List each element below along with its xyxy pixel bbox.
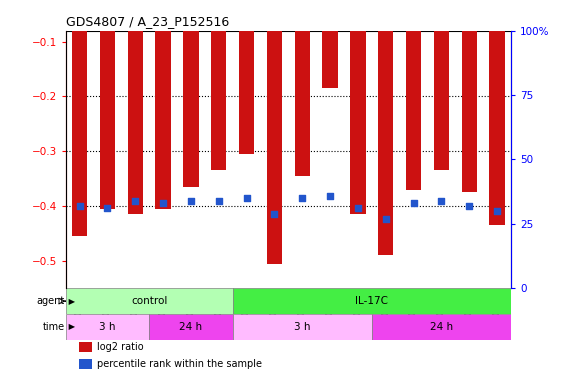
Bar (267, 0, 282, 263)
Bar (72, 0, 87, 236)
Bar (295, 0, 310, 176)
Bar (434, 0, 449, 170)
Point (131, 198, 140, 204)
Point (242, 195, 251, 201)
Text: IL-17C: IL-17C (355, 296, 388, 306)
Point (103, 205, 112, 212)
Bar (406, 0, 421, 190)
Text: 3 h: 3 h (294, 322, 311, 332)
Bar (372, 314, 511, 340)
Bar (149, 314, 233, 340)
Bar (323, 0, 338, 88)
Bar (233, 288, 511, 314)
Point (297, 195, 307, 201)
Bar (127, 0, 143, 214)
Bar (100, 0, 115, 209)
Text: log2 ratio: log2 ratio (97, 342, 143, 352)
Point (75, 203, 84, 209)
Text: GDS4807 / A_23_P152516: GDS4807 / A_23_P152516 (66, 15, 229, 28)
Point (437, 198, 446, 204)
Bar (66, 314, 149, 340)
Text: 3 h: 3 h (99, 322, 116, 332)
Bar (183, 0, 199, 187)
Point (159, 200, 168, 206)
Text: agent: agent (37, 296, 65, 306)
Point (381, 216, 391, 222)
Text: 24 h: 24 h (179, 322, 203, 332)
Bar (461, 0, 477, 192)
Bar (211, 0, 227, 170)
Text: 24 h: 24 h (430, 322, 453, 332)
Point (325, 192, 335, 199)
Point (186, 198, 195, 204)
Point (409, 200, 418, 206)
Text: ▶: ▶ (66, 296, 75, 306)
Point (270, 210, 279, 217)
Bar (350, 0, 365, 214)
Bar (79, 342, 93, 352)
Point (214, 198, 223, 204)
Bar (79, 359, 93, 369)
Text: control: control (131, 296, 167, 306)
Bar (489, 0, 505, 225)
Point (353, 205, 363, 212)
Bar (233, 314, 372, 340)
Text: ▶: ▶ (66, 322, 75, 331)
Bar (66, 288, 233, 314)
Point (465, 203, 474, 209)
Text: time: time (43, 322, 65, 332)
Text: percentile rank within the sample: percentile rank within the sample (97, 359, 262, 369)
Point (493, 208, 502, 214)
Bar (155, 0, 171, 209)
Bar (239, 0, 254, 154)
Bar (378, 0, 393, 255)
